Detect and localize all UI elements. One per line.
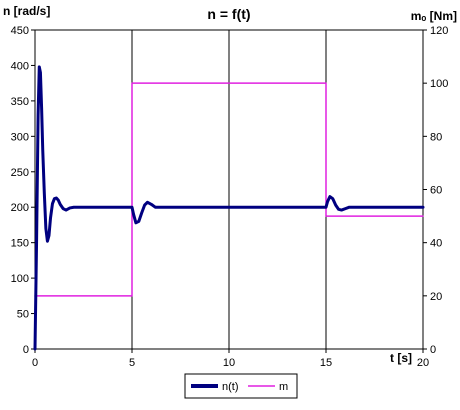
y-tick-label-left: 100 xyxy=(11,273,29,285)
series-group xyxy=(33,65,425,351)
x-tick-label: 5 xyxy=(129,357,135,369)
y-tick-label-left: 450 xyxy=(11,25,29,37)
legend-label-n: n(t) xyxy=(222,381,239,393)
x-tick-label: 0 xyxy=(32,357,38,369)
y-tick-label-left: 400 xyxy=(11,60,29,72)
series-line-n xyxy=(33,65,425,351)
axes: 0501001502002503003504004500204060801001… xyxy=(11,25,449,369)
y-tick-label-left: 50 xyxy=(17,309,29,321)
y-tick-label-left: 350 xyxy=(11,96,29,108)
x-tick-label: 15 xyxy=(320,357,332,369)
y-tick-label-right: 100 xyxy=(430,78,448,90)
y-tick-label-right: 0 xyxy=(430,344,436,356)
x-tick-label: 20 xyxy=(417,357,429,369)
x-axis-label: t [s] xyxy=(390,351,412,365)
x-tick-label: 10 xyxy=(223,357,235,369)
chart-title: n = f(t) xyxy=(207,6,250,22)
y-tick-label-right: 80 xyxy=(430,131,442,143)
y-tick-label-right: 120 xyxy=(430,25,448,37)
y-tick-label-left: 250 xyxy=(11,167,29,179)
series-line-m xyxy=(34,82,424,297)
legend-label-m: m xyxy=(279,381,288,393)
grid xyxy=(131,30,327,349)
y-axis-label-left: n [rad/s] xyxy=(3,4,50,18)
y-tick-label-left: 150 xyxy=(11,238,29,250)
y-tick-label-right: 40 xyxy=(430,238,442,250)
y-tick-label-left: 200 xyxy=(11,202,29,214)
y-axis-label-right: mₒ [Nm] xyxy=(411,9,457,23)
y-tick-label-right: 60 xyxy=(430,185,442,197)
y-tick-label-left: 0 xyxy=(23,344,29,356)
y-tick-label-left: 300 xyxy=(11,131,29,143)
y-tick-label-right: 20 xyxy=(430,291,442,303)
legend: n(t) m xyxy=(184,373,298,399)
